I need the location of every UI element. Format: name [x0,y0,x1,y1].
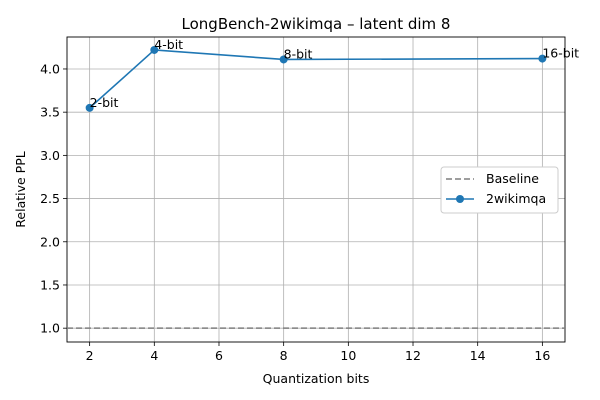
y-tick-label: 3.0 [40,148,60,163]
x-tick-label: 6 [215,348,223,363]
series-layer: 2-bit 4-bit 8-bit 16-bit [67,37,579,329]
axes-frame [66,36,566,343]
data-point [85,103,94,112]
chart-title: LongBench-2wikimqa – latent dim 8 [182,15,451,33]
x-tick-label: 16 [534,348,550,363]
series-line-2wikimqa [89,49,543,109]
y-tick-label: 2.5 [40,191,60,206]
x-tick-label: 2 [86,348,94,363]
y-axis-label: Relative PPL [13,151,28,227]
data-point-label: 2-bit [90,95,119,110]
y-tick-label: 3.5 [40,105,60,120]
data-point [150,45,159,54]
data-point [279,55,288,64]
y-tick-label: 1.0 [40,321,60,336]
data-point-label: 8-bit [284,46,313,61]
legend-series-label: 2wikimqa [486,191,546,206]
legend: Baseline 2wikimqa [440,166,559,214]
legend-series-marker [456,195,464,203]
legend-box [440,166,559,214]
x-tick-label: 4 [150,348,158,363]
x-tick-label: 12 [405,348,421,363]
data-point-label: 16-bit [542,46,579,61]
data-point-label: 4-bit [154,37,183,52]
axes: 2 4 6 8 10 12 14 16 1.0 1.5 2.0 2.5 3.0 3.5 4.0 [40,36,566,363]
x-tick-label: 10 [340,348,356,363]
x-tick-label: 8 [280,348,288,363]
y-tick-label: 2.0 [40,234,60,249]
x-tick-label: 14 [470,348,486,363]
y-tick-label: 1.5 [40,277,60,292]
y-tick-label: 4.0 [40,61,60,76]
data-point [538,54,547,63]
legend-baseline-label: Baseline [486,171,539,186]
x-axis-label: Quantization bits [263,371,370,386]
